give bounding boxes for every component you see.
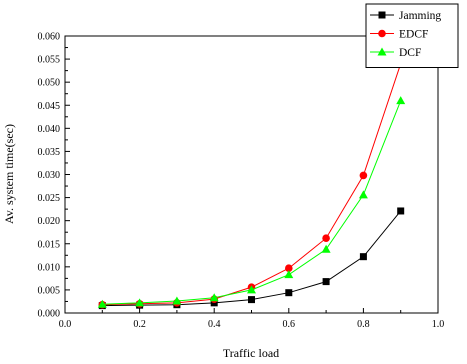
- legend-marker: [377, 47, 387, 56]
- y-tick-label: 0.030: [38, 170, 61, 181]
- data-point: [322, 234, 330, 243]
- x-tick-label: 1.0: [432, 319, 445, 330]
- y-tick-label: 0.020: [38, 216, 61, 227]
- legend-label: Jamming: [399, 10, 441, 22]
- y-tick-label: 0.060: [38, 32, 61, 43]
- legend-marker: [378, 29, 386, 38]
- data-point: [248, 296, 255, 304]
- y-tick-label: 0.015: [38, 239, 61, 250]
- series-line: [102, 63, 402, 306]
- series-jamming: [98, 207, 405, 310]
- y-axis-label: Av. system time(sec): [2, 124, 16, 224]
- data-point: [285, 289, 293, 297]
- y-tick-label: 0.025: [38, 193, 61, 204]
- y-tick-label: 0.045: [38, 101, 61, 112]
- plot-frame: [64, 35, 439, 314]
- data-point: [135, 298, 145, 307]
- data-point: [247, 285, 256, 294]
- x-tick-label: 0.8: [357, 319, 370, 330]
- y-tick-label: 0.055: [38, 55, 61, 66]
- x-tick-label: 0.2: [133, 319, 146, 330]
- series-line: [102, 100, 402, 305]
- data-point: [284, 270, 294, 279]
- data-point: [397, 207, 405, 215]
- data-point: [97, 299, 107, 308]
- x-axis-label: Traffic load: [223, 346, 279, 360]
- data-point: [322, 278, 330, 286]
- y-tick-label: 0.050: [38, 78, 61, 89]
- data-point: [172, 296, 182, 305]
- legend: Jamming EDCF DCF: [365, 3, 459, 68]
- x-tick-label: 0.0: [59, 319, 72, 330]
- y-tick-label: 0.040: [38, 124, 61, 135]
- x-tick-label: 0.6: [283, 319, 296, 330]
- data-point: [358, 190, 368, 199]
- data-point: [359, 253, 367, 261]
- legend-marker: [378, 11, 386, 19]
- series-dcf: [97, 96, 406, 308]
- legend-label: EDCF: [399, 29, 428, 41]
- y-tick-label: 0.000: [38, 309, 61, 320]
- data-point: [285, 264, 293, 273]
- legend-label: DCF: [399, 47, 421, 59]
- series-edcf: [98, 59, 405, 309]
- data-point: [396, 96, 406, 105]
- data-point: [209, 293, 219, 302]
- x-tick-label: 0.4: [208, 319, 221, 330]
- data-point: [321, 244, 331, 253]
- y-tick-label: 0.035: [38, 147, 61, 158]
- data-point: [359, 171, 368, 180]
- y-tick-label: 0.005: [38, 285, 61, 296]
- y-tick-label: 0.010: [38, 262, 61, 273]
